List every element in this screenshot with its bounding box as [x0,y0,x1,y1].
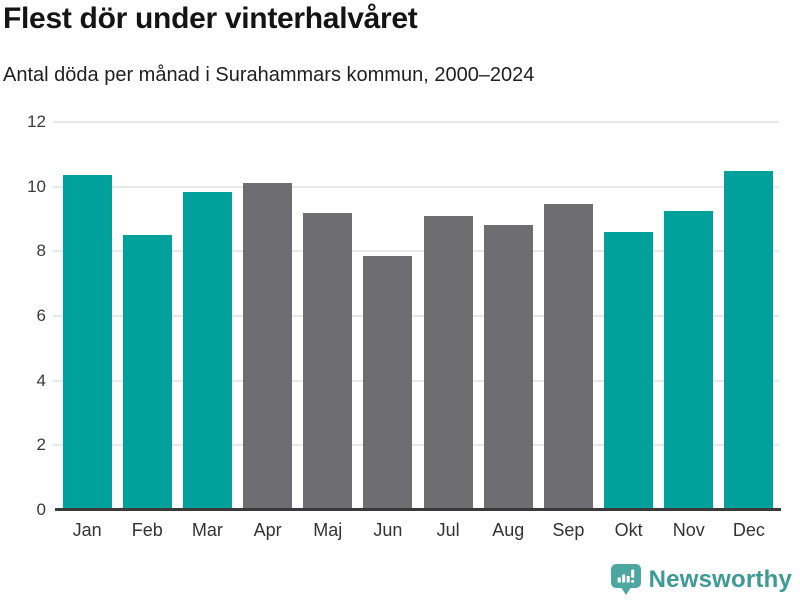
bar-mar [182,191,232,510]
y-axis-tick-4: 4 [36,370,46,390]
x-axis-tick-feb: Feb [131,520,163,540]
gridline-y12 [53,121,779,123]
x-axis-tick-aug: Aug [492,520,525,540]
gridline-y4 [53,379,779,382]
bar-apr [243,183,293,510]
bar-sep [543,204,593,510]
x-axis-line [55,508,781,511]
bar-aug [483,225,533,510]
bar-dec [724,170,774,510]
x-axis-tick-apr: Apr [253,520,282,540]
y-axis-tick-2: 2 [36,435,46,455]
x-axis-tick-okt: Okt [614,520,643,540]
newsworthy-logo: Newsworthy [610,563,792,596]
y-axis-tick-10: 10 [27,176,46,196]
bar-nov [664,210,714,510]
gridline-y10 [53,185,779,188]
x-axis-tick-jul: Jul [436,520,460,540]
y-axis-tick-0: 0 [36,500,46,519]
x-axis-tick-dec: Dec [732,520,765,540]
x-axis-tick-jan: Jan [72,520,102,540]
newsworthy-logo-icon [610,564,641,595]
x-axis-tick-maj: Maj [313,520,343,540]
bar-jan [62,175,112,510]
gridline-y6 [53,315,779,317]
x-axis-tick-mar: Mar [191,520,223,540]
plot-area [53,121,779,510]
gridline-y2 [53,444,779,447]
bar-feb [122,235,172,510]
chart-title: Flest dör under vinterhalvåret [3,2,418,35]
x-axis-tick-jun: Jun [373,520,403,540]
y-axis-tick-12: 12 [27,112,46,131]
y-axis-tick-6: 6 [36,306,46,325]
bar-jun [363,256,413,510]
chart-subtitle: Antal döda per månad i Surahammars kommu… [3,64,535,86]
newsworthy-logo-text: Newsworthy [648,565,792,593]
bar-jul [423,215,473,510]
x-axis-tick-sep: Sep [552,520,585,540]
bar-maj [303,212,353,510]
y-axis-tick-8: 8 [36,241,46,261]
x-axis-tick-nov: Nov [672,520,705,540]
gridline-y8 [53,250,779,253]
bar-okt [604,231,654,510]
